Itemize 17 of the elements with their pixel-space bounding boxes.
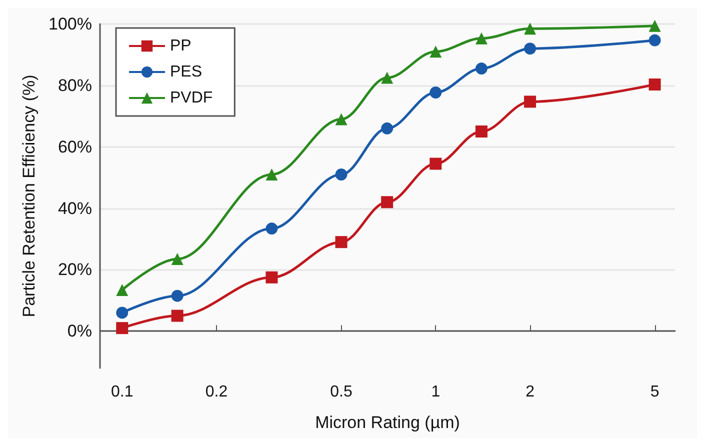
y-tick-label: 0% bbox=[67, 322, 92, 341]
x-tick-label: 0.2 bbox=[205, 384, 228, 400]
y-tick-label: 100% bbox=[48, 14, 92, 34]
x-tick-label: 1 bbox=[431, 384, 440, 400]
x-axis-title: Micron Rating (µm) bbox=[315, 413, 460, 432]
y-tick-label: 40% bbox=[58, 198, 92, 218]
legend-label: PP bbox=[170, 38, 192, 54]
x-tick-label: 0.5 bbox=[330, 384, 352, 400]
y-axis-title: Particle Retention Efficiency (%) bbox=[20, 74, 39, 318]
y-tick-label: 20% bbox=[58, 260, 92, 280]
x-tick-label: 2 bbox=[526, 384, 535, 400]
y-tick-label: 60% bbox=[58, 137, 92, 156]
x-tick-label: 0.1 bbox=[111, 384, 134, 400]
x-tick-label: 5 bbox=[650, 384, 660, 400]
y-tick-label: 80% bbox=[58, 76, 92, 95]
legend-label: PVDF bbox=[170, 90, 213, 106]
legend-label: PES bbox=[170, 64, 202, 80]
